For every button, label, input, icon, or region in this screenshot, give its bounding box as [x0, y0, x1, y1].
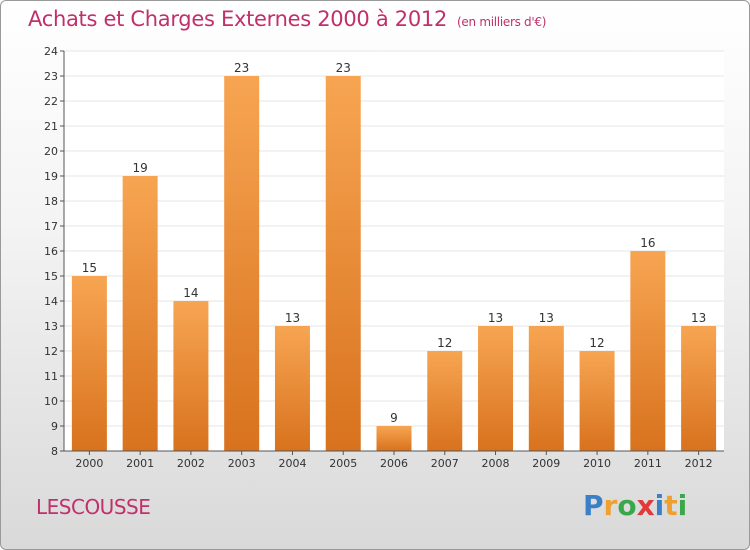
bar-2008: [478, 326, 514, 451]
x-tick-label: 2006: [380, 457, 408, 470]
y-tick-label: 19: [44, 170, 58, 183]
y-tick-label: 17: [44, 220, 58, 233]
data-label: 16: [640, 236, 655, 250]
bar-2009: [528, 326, 564, 451]
data-label: 23: [336, 61, 351, 75]
y-tick-label: 15: [44, 270, 58, 283]
bar-2001: [122, 176, 158, 451]
data-label: 12: [437, 336, 452, 350]
logo-letter: t: [664, 489, 678, 522]
logo-letter: P: [583, 489, 604, 522]
y-tick-label: 23: [44, 70, 58, 83]
proxiti-logo: Proxiti: [583, 489, 687, 522]
x-tick-label: 2004: [278, 457, 306, 470]
y-tick-label: 22: [44, 95, 58, 108]
x-tick-label: 2012: [685, 457, 713, 470]
data-label: 13: [539, 311, 554, 325]
x-tick-label: 2003: [228, 457, 256, 470]
x-tick-label: 2010: [583, 457, 611, 470]
title-text: Achats et Charges Externes 2000 à 2012: [28, 7, 448, 31]
x-tick-label: 2001: [126, 457, 154, 470]
bar-2002: [173, 301, 209, 451]
data-labels: 15 19 14 23 13 23 9 12 13 13 12 16 13: [82, 61, 707, 425]
x-tick-label: 2009: [532, 457, 560, 470]
bar-2012: [681, 326, 717, 451]
data-label: 14: [183, 286, 198, 300]
logo-letter: x: [636, 489, 655, 522]
x-tick-label: 2007: [431, 457, 459, 470]
unit-label: (en milliers d'€): [457, 15, 547, 29]
y-tick-label: 16: [44, 245, 58, 258]
bar-2004: [274, 326, 310, 451]
x-tick-label: 2011: [634, 457, 662, 470]
y-tick-label: 21: [44, 120, 58, 133]
bar-2000: [71, 276, 107, 451]
data-label: 19: [133, 161, 148, 175]
bar-2006: [376, 426, 412, 451]
data-label: 13: [285, 311, 300, 325]
data-label: 9: [390, 411, 398, 425]
y-tick-label: 13: [44, 320, 58, 333]
data-label: 13: [691, 311, 706, 325]
bars-group: [71, 76, 717, 451]
bar-2003: [224, 76, 260, 451]
bar-2011: [630, 251, 666, 451]
logo-letter: i: [654, 489, 665, 522]
x-tick-label: 2008: [482, 457, 510, 470]
logo-letter: o: [617, 489, 637, 522]
bar-2005: [325, 76, 361, 451]
x-axis-ticks: 2000 2001 2002 2003 2004 2005 2006 2007 2008 2009…: [75, 451, 713, 470]
bar-2007: [427, 351, 463, 451]
x-tick-label: 2000: [75, 457, 103, 470]
y-tick-label: 20: [44, 145, 58, 158]
data-label: 15: [82, 261, 97, 275]
y-tick-label: 8: [51, 445, 58, 458]
bar-2010: [579, 351, 615, 451]
y-tick-label: 18: [44, 195, 58, 208]
y-tick-label: 14: [44, 295, 58, 308]
x-tick-label: 2002: [177, 457, 205, 470]
x-tick-label: 2005: [329, 457, 357, 470]
logo-letter: i: [677, 489, 688, 522]
commune-name: LESCOUSSE: [36, 495, 151, 519]
y-tick-label: 9: [51, 420, 58, 433]
chart-title: Achats et Charges Externes 2000 à 2012 (e…: [28, 7, 546, 31]
data-label: 13: [488, 311, 503, 325]
y-axis-ticks: 8 9 10 11 12 13 14 15 16 17 18 19 20 21 22 23 24: [44, 45, 64, 458]
y-tick-label: 11: [44, 370, 58, 383]
y-tick-label: 12: [44, 345, 58, 358]
data-label: 12: [589, 336, 604, 350]
y-tick-label: 10: [44, 395, 58, 408]
logo-letter: r: [603, 489, 618, 522]
data-label: 23: [234, 61, 249, 75]
y-tick-label: 24: [44, 45, 58, 58]
